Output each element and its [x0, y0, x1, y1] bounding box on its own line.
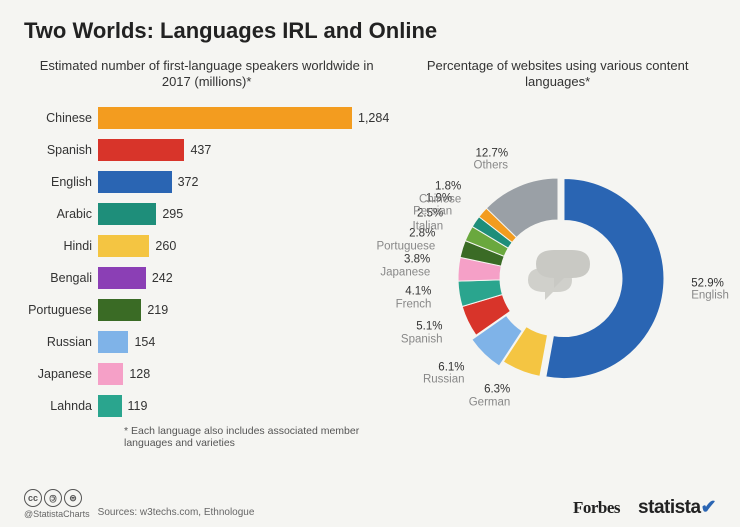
bar-label: Arabic	[24, 207, 98, 221]
bar-row: Bengali 242	[24, 263, 389, 293]
forbes-logo: Forbes	[573, 498, 620, 518]
bar-row: Spanish 437	[24, 135, 389, 165]
bar-label: Bengali	[24, 271, 98, 285]
bar-label: Japanese	[24, 367, 98, 381]
bar-row: Hindi 260	[24, 231, 389, 261]
bar-fill	[98, 203, 156, 225]
donut-chart-subtitle: Percentage of websites using various con…	[399, 58, 716, 91]
bar-fill	[98, 267, 146, 289]
bar-value: 119	[128, 399, 148, 413]
bar-row: Arabic 295	[24, 199, 389, 229]
bar-value: 437	[190, 143, 211, 157]
sources: Sources: w3techs.com, Ethnologue	[98, 507, 255, 519]
bar-fill	[98, 299, 141, 321]
bar-row: Japanese 128	[24, 359, 389, 389]
statista-logo: statista✔	[638, 496, 716, 519]
handle: @StatistaCharts	[24, 509, 90, 519]
bar-row: Chinese 1,284	[24, 103, 389, 133]
donut-chart: Percentage of websites using various con…	[399, 58, 716, 453]
bar-value: 260	[155, 239, 176, 253]
donut-svg	[399, 103, 716, 443]
bar-chart-subtitle: Estimated number of first-language speak…	[24, 58, 389, 91]
cc-license-icon: cc 🄯 ⊜ @StatistaCharts	[24, 489, 90, 519]
bar-label: Chinese	[24, 111, 98, 125]
bar-fill	[98, 363, 123, 385]
bar-value: 128	[129, 367, 150, 381]
bar-fill	[98, 171, 172, 193]
bar-label: Russian	[24, 335, 98, 349]
bar-row: Portuguese 219	[24, 295, 389, 325]
bar-label: English	[24, 175, 98, 189]
bar-value: 295	[162, 207, 183, 221]
speech-bubbles-icon	[528, 250, 590, 300]
bar-value: 219	[147, 303, 168, 317]
bar-fill	[98, 331, 128, 353]
bar-fill	[98, 139, 184, 161]
bar-value: 242	[152, 271, 173, 285]
bar-fill	[98, 235, 149, 257]
bar-chart: Estimated number of first-language speak…	[24, 58, 389, 453]
bar-label: Spanish	[24, 143, 98, 157]
bar-label: Hindi	[24, 239, 98, 253]
bar-label: Lahnda	[24, 399, 98, 413]
bar-row: Russian 154	[24, 327, 389, 357]
bar-label: Portuguese	[24, 303, 98, 317]
bar-value: 1,284	[358, 111, 389, 125]
bar-row: Lahnda 119	[24, 391, 389, 421]
page-title: Two Worlds: Languages IRL and Online	[24, 18, 716, 44]
bar-value: 154	[134, 335, 155, 349]
footnote: * Each language also includes associated…	[124, 425, 389, 449]
bar-fill	[98, 395, 122, 417]
bar-value: 372	[178, 175, 199, 189]
footer: cc 🄯 ⊜ @StatistaCharts Sources: w3techs.…	[24, 489, 716, 519]
bar-row: English 372	[24, 167, 389, 197]
bar-fill	[98, 107, 352, 129]
